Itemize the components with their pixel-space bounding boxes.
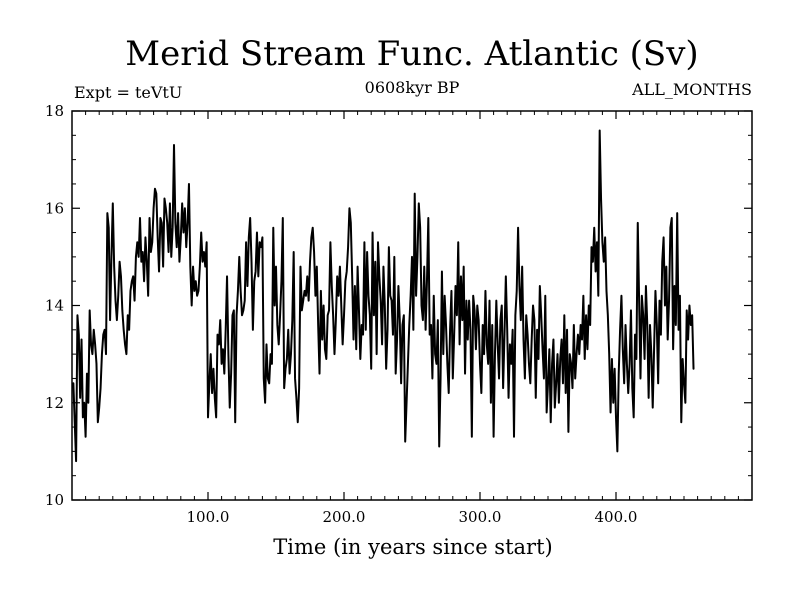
x-tick-label: 400.0: [595, 508, 638, 526]
chart-subtitle: 0608kyr BP: [365, 78, 460, 97]
x-axis-label: Time (in years since start): [273, 535, 552, 559]
y-tick-label: 18: [45, 102, 64, 120]
y-tick-label: 12: [45, 394, 64, 412]
x-axis: 100.0 200.0 300.0 400.0: [85, 111, 739, 526]
plot-frame: [71, 110, 753, 501]
y-tick-label: 14: [45, 297, 64, 315]
experiment-label: Expt = teVtU: [74, 83, 182, 102]
x-tick-label: 200.0: [323, 508, 366, 526]
x-tick-label: 300.0: [459, 508, 502, 526]
x-tick-label: 100.0: [187, 508, 230, 526]
chart-title: Merid Stream Func. Atlantic (Sv): [125, 34, 698, 74]
y-tick-label: 16: [45, 199, 64, 217]
y-axis: 10 12 14 16 18: [45, 102, 752, 509]
y-tick-label: 10: [45, 491, 64, 509]
plot-area: [72, 129, 695, 463]
period-label: ALL_MONTHS: [631, 80, 752, 99]
data-series-line: [72, 129, 695, 463]
